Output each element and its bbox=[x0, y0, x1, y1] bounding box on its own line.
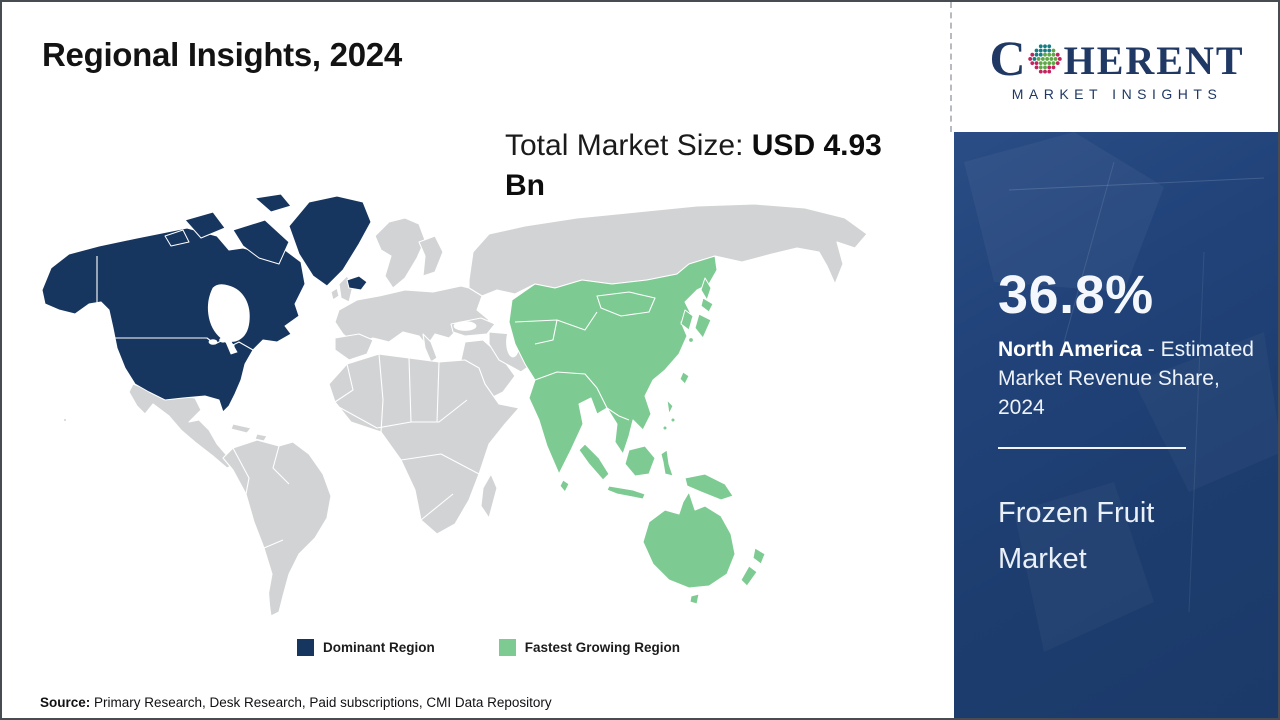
share-value: 36.8% bbox=[998, 265, 1154, 325]
market-size-label: Total Market Size: bbox=[505, 129, 752, 162]
map-dominant-region bbox=[41, 193, 372, 413]
legend-swatch-fastest bbox=[498, 639, 516, 656]
sidebar-background-pattern bbox=[964, 132, 1265, 613]
share-region: North America bbox=[998, 338, 1142, 361]
share-description: North America - Estimated Market Revenue… bbox=[998, 336, 1266, 423]
legend-label-fastest: Fastest Growing Region bbox=[524, 640, 681, 655]
page-title: Regional Insights, 2024 bbox=[42, 36, 402, 73]
coherent-logo: C HERENT MARKET INSIGHTS bbox=[954, 2, 1278, 132]
map-other-regions bbox=[62, 203, 868, 617]
map-legend: Dominant Region Fastest Growing Region bbox=[297, 639, 680, 656]
logo-letter-c: C bbox=[989, 30, 1026, 86]
legend-label-dominant: Dominant Region bbox=[323, 640, 435, 655]
share-desc-text: - Estimated Market Revenue Share, 2024 bbox=[998, 338, 1254, 419]
sidebar-content: 36.8% North America - Estimated Market R… bbox=[954, 132, 1278, 583]
logo-letters-herent: HERENT bbox=[1063, 38, 1245, 83]
map-fastest-growing-region bbox=[508, 255, 766, 605]
globe-dots-icon bbox=[1027, 44, 1062, 74]
source-note: Source: Primary Research, Desk Research,… bbox=[40, 695, 552, 710]
logo-tagline: MARKET INSIGHTS bbox=[1011, 86, 1223, 102]
world-map-svg bbox=[41, 193, 868, 617]
source-label: Source: bbox=[40, 695, 91, 710]
market-name: Frozen Fruit Market bbox=[998, 496, 1155, 575]
logo-divider-dashed bbox=[950, 2, 952, 132]
world-map bbox=[37, 192, 947, 627]
legend-item-dominant: Dominant Region bbox=[297, 639, 435, 656]
legend-swatch-dominant bbox=[297, 639, 314, 656]
logo-wordmark: C HERENT bbox=[989, 30, 1245, 86]
sidebar: 36.8% North America - Estimated Market R… bbox=[954, 132, 1278, 718]
legend-item-fastest: Fastest Growing Region bbox=[498, 639, 681, 656]
sidebar-divider bbox=[998, 446, 1186, 449]
source-text: Primary Research, Desk Research, Paid su… bbox=[90, 695, 552, 710]
market-size-value: USD 4.93 Bn bbox=[505, 129, 882, 202]
total-market-size: Total Market Size: USD 4.93 Bn bbox=[505, 126, 901, 205]
